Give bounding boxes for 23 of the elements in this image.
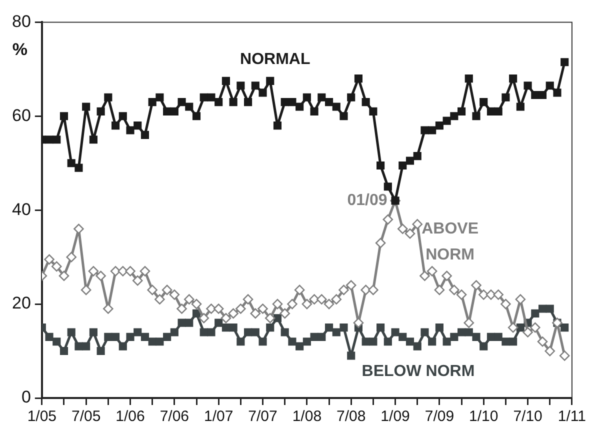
x-tick-label: 1/10: [469, 408, 498, 426]
y-tick-label: 80: [12, 12, 31, 31]
y-axis-title: %: [12, 40, 28, 59]
x-tick-label: 7/08: [336, 408, 366, 426]
x-tick-label: 7/09: [424, 408, 454, 426]
annotation: 01/09: [347, 192, 388, 210]
series-label: NORMAL: [240, 51, 310, 68]
x-tick-label: 1/09: [380, 408, 410, 426]
x-tick-label: 1/05: [27, 408, 57, 426]
x-tick-label: 1/11: [558, 408, 586, 426]
y-tick-label: 0: [21, 388, 31, 407]
x-tick-label: 7/07: [248, 408, 278, 426]
x-tick-label: 7/10: [513, 408, 542, 426]
y-tick-label: 60: [12, 106, 31, 125]
series-label: ABOVE NORM: [422, 220, 479, 264]
y-tick-label: 40: [12, 200, 31, 219]
x-tick-label: 7/06: [160, 408, 190, 426]
x-tick-label: 1/06: [116, 408, 145, 426]
y-tick-label: 20: [12, 294, 31, 313]
series-label: BELOW NORM: [362, 363, 475, 380]
x-tick-label: 7/05: [71, 408, 101, 426]
x-tick-label: 1/08: [292, 408, 322, 426]
x-tick-label: 1/07: [204, 408, 234, 426]
